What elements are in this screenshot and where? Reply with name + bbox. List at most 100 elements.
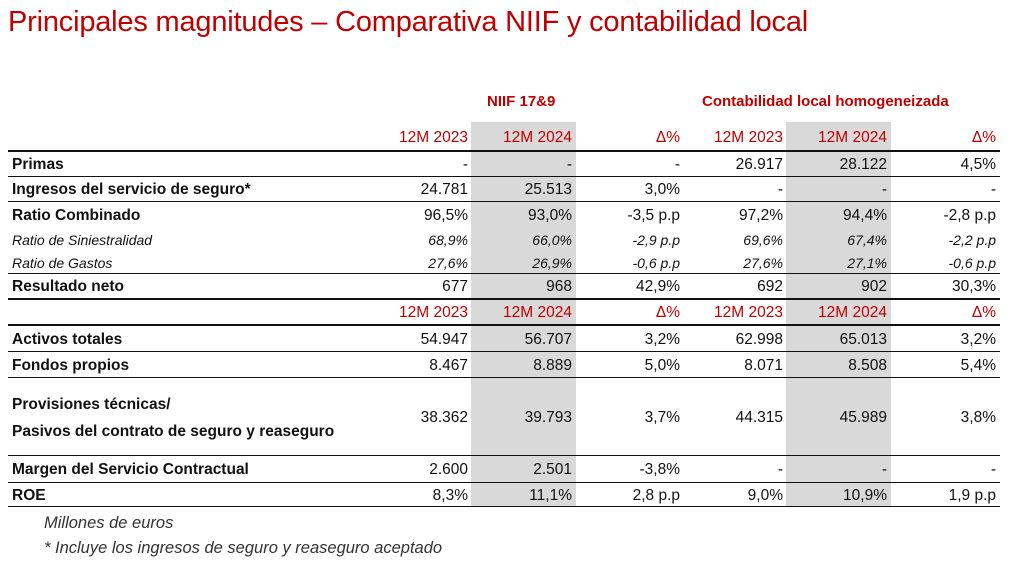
table-cell: 4,5% [960,156,996,173]
rule [8,201,1000,202]
table-cell: 94,4% [843,207,887,224]
table-cell: -2,8 p.p [943,207,996,224]
period-header-niif-delta: Δ% [655,304,680,321]
table-cell: -2,2 p.p [948,232,996,248]
row-label-ratio-siniestralidad: Ratio de Siniestralidad [12,232,153,248]
period-header-local-2023: 12M 2023 [714,304,783,321]
niif-2024-column-shade [471,122,576,507]
row-label-resultado-neto: Resultado neto [12,278,124,295]
table-cell: 39.793 [524,409,572,426]
rule [8,324,1000,326]
table-cell: 8.071 [744,357,783,374]
table-cell: 8.508 [848,357,887,374]
table-cell: 25.513 [524,181,572,198]
table-cell: 69,6% [743,232,783,248]
table-cell: 3,2% [960,331,996,348]
table-cell: 10,9% [843,487,887,504]
period-header-local-2024: 12M 2024 [818,304,887,321]
table-cell: 42,9% [636,278,680,295]
table-cell: 3,0% [644,181,680,198]
table-cell: - [881,461,887,478]
row-label-primas: Primas [12,156,64,173]
table-cell: - [881,181,887,198]
table-cell: -0,6 p.p [632,255,680,271]
table-cell: 65.013 [839,331,887,348]
rule [8,351,1000,352]
local-2024-column-shade [786,122,891,507]
table-cell: 26,9% [532,255,572,271]
row-label-ratio-gastos: Ratio de Gastos [12,255,113,271]
niif-group-header: NIIF 17&9 [487,93,556,110]
rule [8,150,1000,152]
table-cell: - [674,156,680,173]
rule [8,273,1000,274]
table-cell: -0,6 p.p [948,255,996,271]
table-cell: 27,6% [743,255,783,271]
table-cell: 66,0% [532,232,572,248]
table-cell: 97,2% [739,207,783,224]
rule [8,298,1000,300]
table-cell: 68,9% [428,232,468,248]
rule [8,482,1000,483]
table-cell: 30,3% [952,278,996,295]
period-header-niif-2024: 12M 2024 [503,304,572,321]
table-cell: 45.989 [839,409,887,426]
table-cell: 96,5% [424,207,468,224]
table-cell: 2.600 [429,461,468,478]
period-header-niif-2024: 12M 2024 [503,129,572,146]
period-header-local-delta: Δ% [971,129,996,146]
period-header-niif-2023: 12M 2023 [399,304,468,321]
row-label-margen-servicio: Margen del Servicio Contractual [12,461,249,478]
table-cell: 9,0% [747,487,783,504]
table-cell: 8.889 [533,357,572,374]
rule [8,455,1000,456]
table-cell: 56.707 [524,331,572,348]
table-cell: - [462,156,468,173]
period-header-niif-delta: Δ% [655,129,680,146]
local-group-header: Contabilidad local homogeneizada [702,93,949,110]
row-label-provisiones-tecnicas: Provisiones técnicas/ [12,396,171,413]
table-cell: 38.362 [420,409,468,426]
table-cell: 8.467 [429,357,468,374]
table-cell: 677 [442,278,468,295]
table-cell: - [777,461,783,478]
rule [8,176,1000,177]
period-header-local-delta: Δ% [971,304,996,321]
table-cell: 28.122 [839,156,887,173]
row-label-activos-totales: Activos totales [12,331,123,348]
table-cell: 692 [757,278,783,295]
table-cell: 26.917 [735,156,783,173]
footnote-unit: Millones de euros [44,514,174,532]
page-title: Principales magnitudes – Comparativa NII… [8,6,808,38]
table-cell: 44.315 [735,409,783,426]
table-cell: - [990,181,996,198]
period-header-local-2024: 12M 2024 [818,129,887,146]
table-cell: 93,0% [528,207,572,224]
table-cell: 968 [546,278,572,295]
table-cell: 11,1% [529,487,572,504]
table-cell: -2,9 p.p [632,232,680,248]
row-label-pasivos-contrato: Pasivos del contrato de seguro y reasegu… [12,423,335,440]
table-cell: 3,2% [644,331,680,348]
table-cell: 1,9 p.p [948,487,996,504]
table-cell: 27,1% [847,255,887,271]
table-cell: 27,6% [428,255,468,271]
table-cell: - [777,181,783,198]
row-label-ingresos: Ingresos del servicio de seguro* [12,181,251,198]
table-cell: 62.998 [735,331,783,348]
row-label-ratio-combinado: Ratio Combinado [12,207,141,224]
table-cell: 2.501 [533,461,572,478]
footnote-note: * Incluye los ingresos de seguro y rease… [44,539,443,557]
table-cell: - [566,156,572,173]
row-label-fondos-propios: Fondos propios [12,357,130,374]
table-cell: 54.947 [420,331,468,348]
period-header-niif-2023: 12M 2023 [399,129,468,146]
table-cell: - [990,461,996,478]
rule [8,506,1000,507]
table-cell: 902 [861,278,887,295]
table-cell: 3,8% [960,409,996,426]
table-cell: 5,4% [960,357,996,374]
table-cell: -3,5 p.p [627,207,680,224]
row-label-roe: ROE [12,487,46,504]
table-cell: 5,0% [644,357,680,374]
